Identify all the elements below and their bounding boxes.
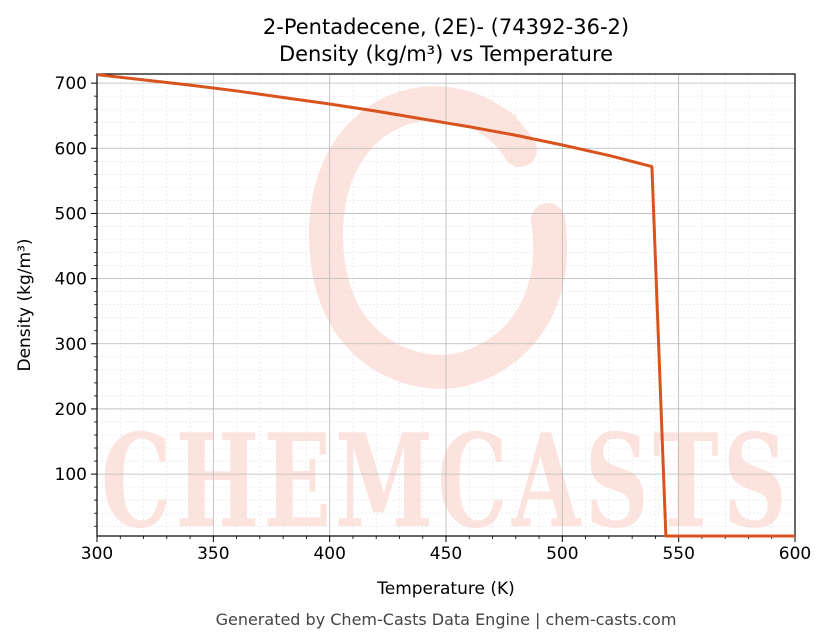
x-tick-label: 550	[662, 544, 694, 564]
y-axis-ticks: 100 200 300 400 500 600 700	[55, 74, 97, 527]
y-tick-label: 300	[55, 335, 87, 355]
x-tick-label: 350	[197, 544, 229, 564]
y-tick-label: 400	[55, 270, 87, 290]
x-tick-label: 450	[430, 544, 462, 564]
y-tick-label: 100	[55, 465, 87, 485]
watermark-text: CHEMCASTS	[101, 407, 791, 557]
y-tick-label: 600	[55, 139, 87, 159]
footer-credit: Generated by Chem-Casts Data Engine | ch…	[216, 610, 677, 629]
x-axis-label: Temperature (K)	[376, 579, 515, 599]
density-series-line	[96, 73, 795, 538]
y-axis-label: Density (kg/m³)	[15, 238, 35, 371]
series-layer	[96, 73, 795, 538]
major-grid	[96, 74, 796, 536]
x-tick-label: 300	[81, 544, 113, 564]
x-tick-label: 500	[546, 544, 578, 564]
x-tick-label: 400	[313, 544, 345, 564]
chart-subtitle: Density (kg/m³) vs Temperature	[279, 42, 613, 66]
y-tick-label: 500	[55, 204, 87, 224]
x-axis-ticks: 300 350 400 450 500 550 600	[81, 536, 811, 564]
y-tick-label: 200	[55, 400, 87, 420]
chart-title: 2-Pentadecene, (2E)- (74392-36-2)	[263, 15, 629, 39]
x-tick-label: 600	[779, 544, 811, 564]
y-tick-label: 700	[55, 74, 87, 94]
